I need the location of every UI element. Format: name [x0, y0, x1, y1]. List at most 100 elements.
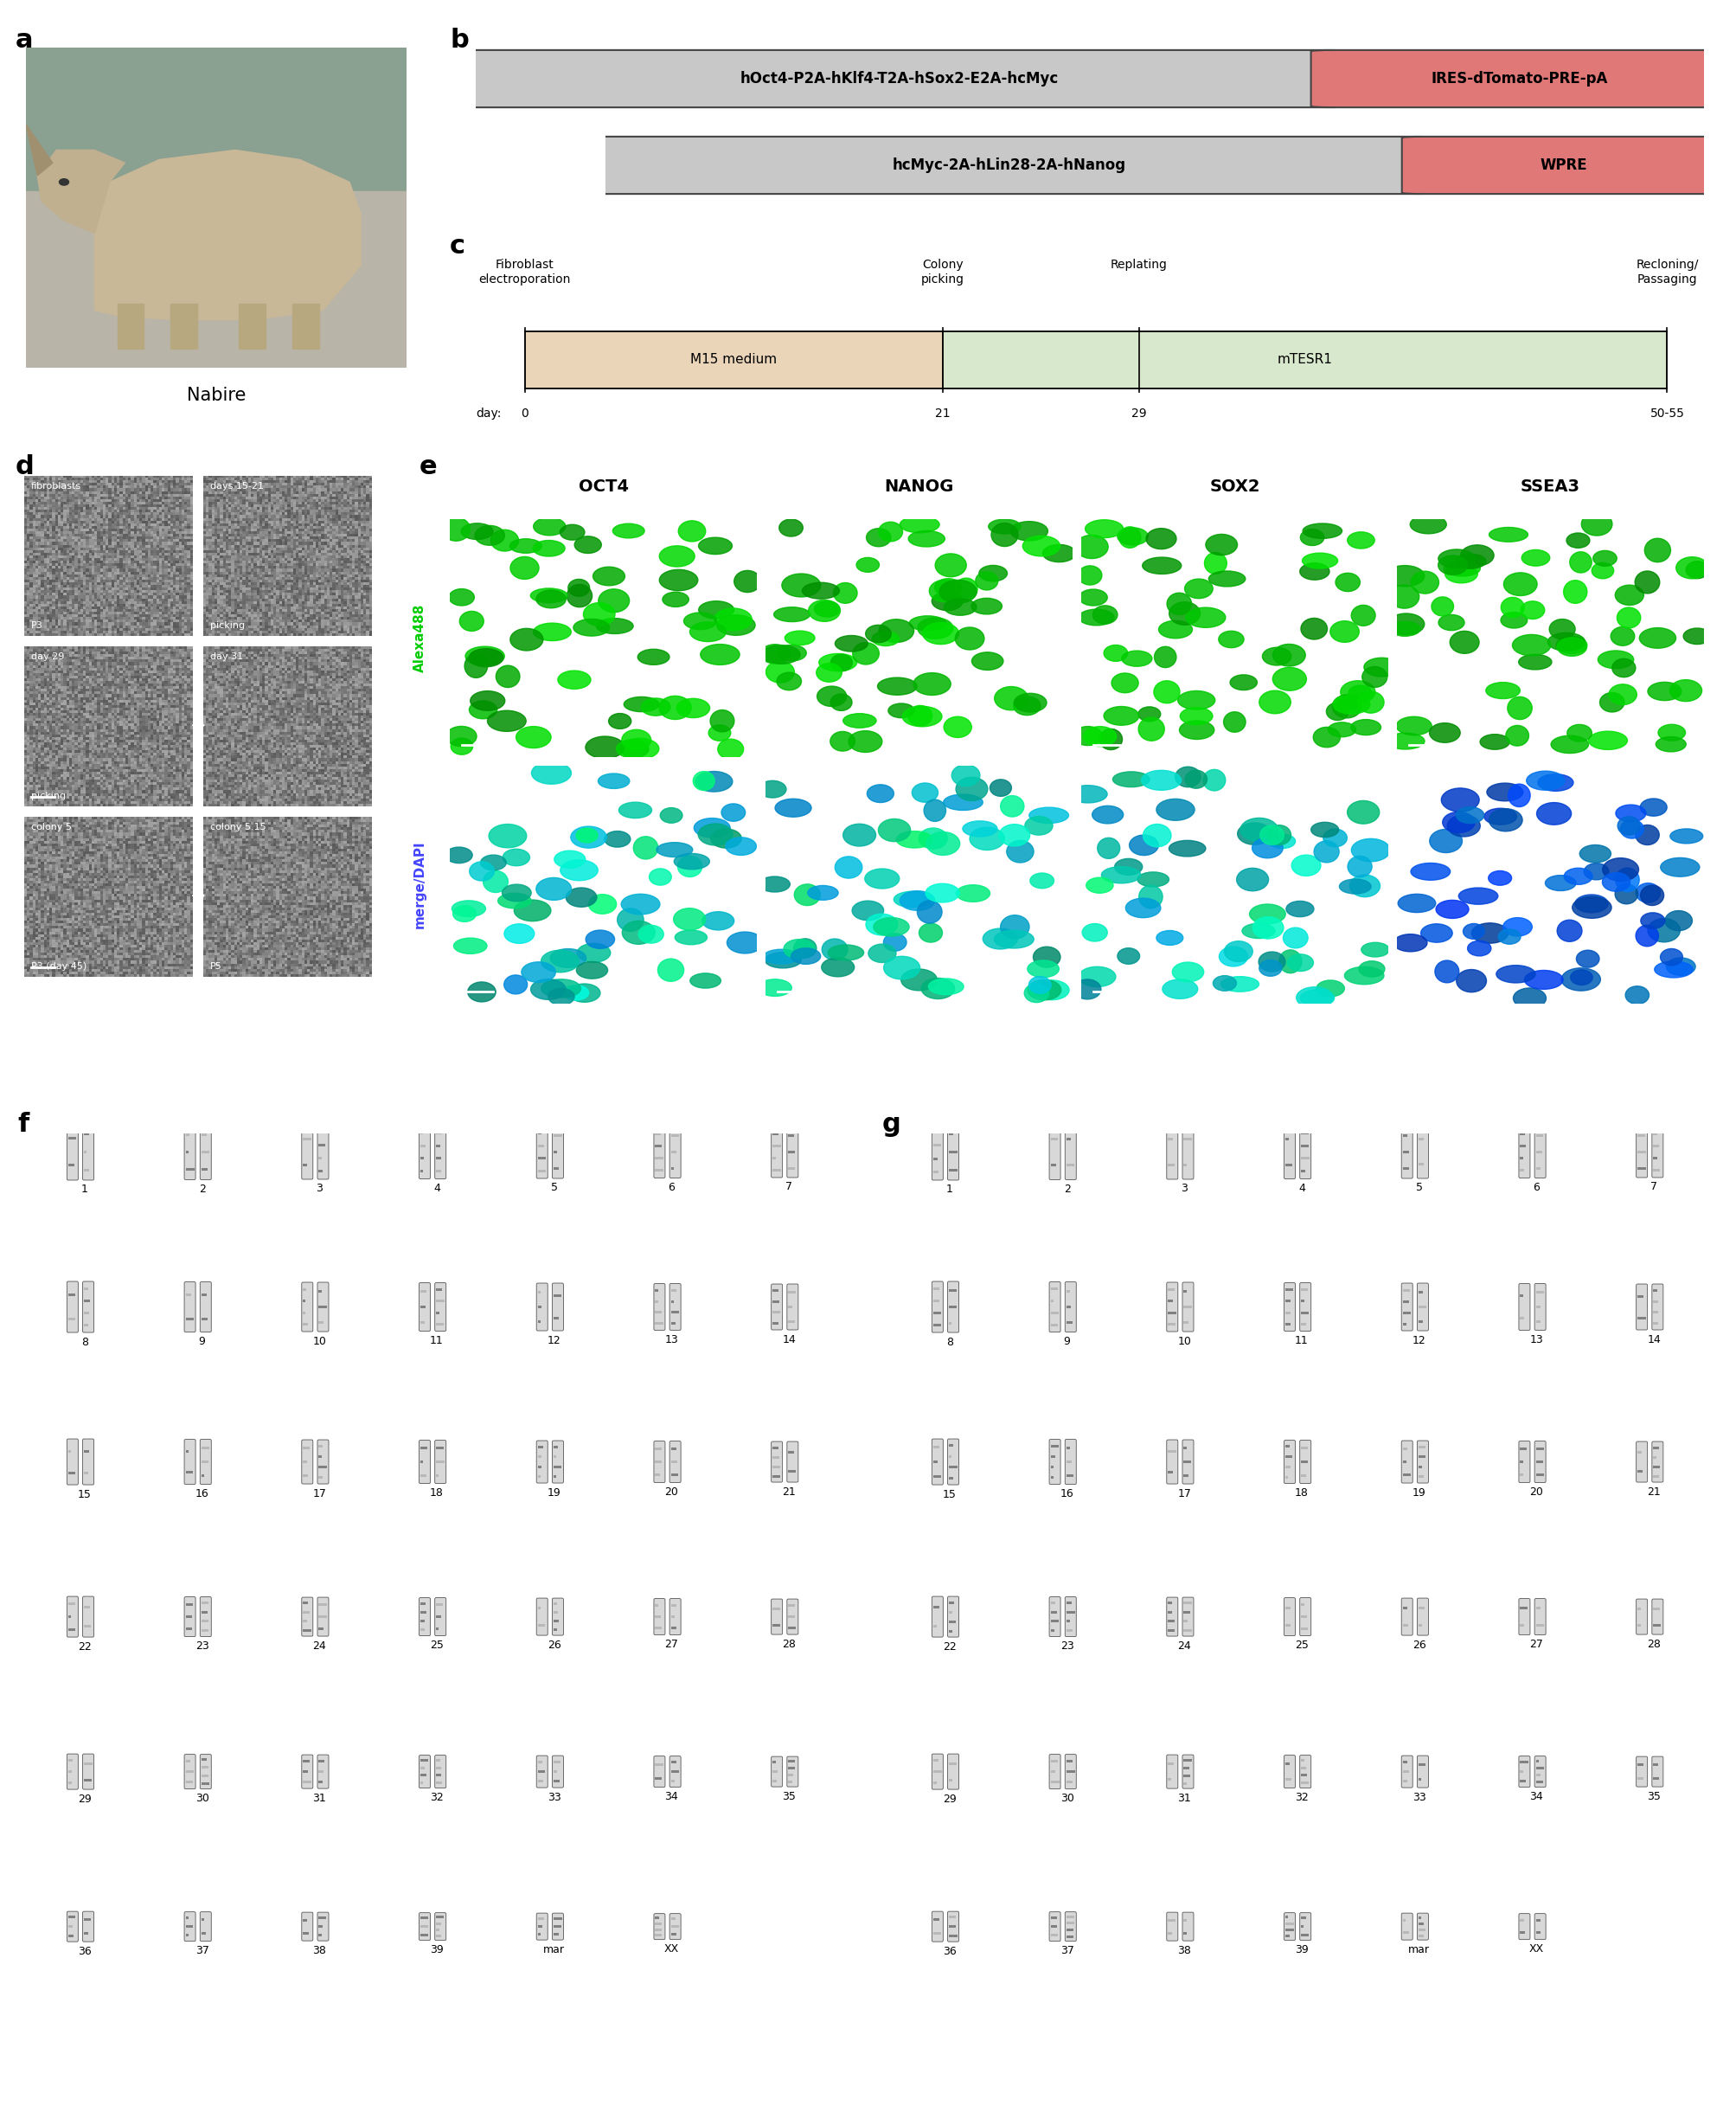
Text: Fibroblast
electroporation: Fibroblast electroporation [479, 260, 571, 285]
Ellipse shape [972, 598, 1002, 615]
Bar [773, 1132, 779, 1134]
Bar [1536, 1447, 1545, 1451]
Text: 26: 26 [547, 1639, 561, 1649]
Bar [554, 1780, 559, 1783]
Bar [1418, 1928, 1425, 1930]
Ellipse shape [1436, 961, 1458, 982]
Bar [1168, 1620, 1175, 1622]
Bar [201, 1918, 205, 1922]
Ellipse shape [1670, 828, 1703, 843]
Ellipse shape [59, 180, 69, 186]
Ellipse shape [1359, 961, 1385, 978]
Text: Nabire: Nabire [187, 386, 247, 403]
Bar [934, 1312, 941, 1314]
Ellipse shape [1524, 969, 1562, 988]
Ellipse shape [1536, 803, 1571, 826]
Bar [554, 1620, 559, 1622]
Ellipse shape [710, 828, 741, 849]
Text: 1: 1 [946, 1185, 953, 1195]
Bar [773, 1607, 781, 1609]
Text: 21: 21 [936, 408, 950, 420]
Ellipse shape [1260, 826, 1285, 845]
Ellipse shape [976, 572, 998, 589]
FancyBboxPatch shape [1535, 1913, 1545, 1939]
Text: day:: day: [476, 408, 502, 420]
Ellipse shape [889, 703, 915, 718]
Polygon shape [94, 150, 361, 319]
Bar [1066, 1305, 1071, 1307]
Ellipse shape [1029, 807, 1069, 824]
Bar [1536, 1151, 1543, 1153]
Ellipse shape [779, 520, 804, 536]
Bar [1050, 1466, 1054, 1468]
FancyBboxPatch shape [434, 1913, 446, 1941]
FancyBboxPatch shape [1064, 1440, 1076, 1485]
Ellipse shape [1073, 980, 1101, 999]
Ellipse shape [1519, 655, 1552, 670]
Ellipse shape [1583, 864, 1609, 881]
Bar [68, 1472, 75, 1474]
Text: 33: 33 [1413, 1791, 1425, 1804]
Ellipse shape [1420, 923, 1453, 942]
Bar [1050, 1324, 1057, 1326]
Bar [319, 1157, 323, 1159]
Ellipse shape [828, 944, 865, 961]
Bar [201, 1474, 205, 1476]
FancyBboxPatch shape [68, 1911, 78, 1941]
FancyBboxPatch shape [932, 1282, 943, 1333]
Bar [1184, 1138, 1193, 1140]
Bar [201, 1168, 208, 1170]
Ellipse shape [1467, 940, 1491, 957]
Ellipse shape [835, 636, 868, 653]
FancyBboxPatch shape [786, 1757, 799, 1787]
Ellipse shape [1328, 722, 1356, 737]
Ellipse shape [1010, 522, 1049, 541]
Ellipse shape [1302, 553, 1338, 568]
Bar [186, 1318, 194, 1320]
Text: 21: 21 [1647, 1487, 1661, 1497]
Text: Recloning/
Passaging: Recloning/ Passaging [1635, 260, 1698, 285]
Ellipse shape [1507, 697, 1533, 720]
Bar [670, 1462, 677, 1464]
Bar [1536, 1168, 1540, 1170]
Bar [186, 1926, 193, 1928]
Bar [1285, 1445, 1290, 1449]
FancyBboxPatch shape [1049, 1124, 1061, 1181]
Ellipse shape [1437, 555, 1467, 574]
Ellipse shape [835, 857, 863, 879]
Text: e: e [420, 454, 437, 479]
Ellipse shape [1455, 553, 1486, 568]
Ellipse shape [1154, 646, 1177, 667]
Bar [201, 1774, 208, 1776]
Ellipse shape [637, 648, 670, 665]
FancyBboxPatch shape [1519, 1755, 1529, 1787]
Bar [304, 1780, 311, 1783]
Ellipse shape [460, 610, 484, 631]
Bar [654, 1132, 661, 1134]
Ellipse shape [585, 737, 625, 758]
Bar [1637, 1295, 1644, 1297]
Ellipse shape [1297, 986, 1333, 1007]
Ellipse shape [1396, 716, 1432, 735]
Bar [319, 1290, 321, 1293]
Bar [1521, 1447, 1528, 1451]
Ellipse shape [562, 984, 589, 1001]
Ellipse shape [677, 855, 701, 876]
Bar [436, 1474, 439, 1476]
Bar [83, 1918, 90, 1922]
Ellipse shape [1509, 784, 1529, 807]
Bar [654, 1322, 663, 1324]
FancyBboxPatch shape [1653, 1442, 1663, 1483]
FancyBboxPatch shape [1167, 1126, 1179, 1178]
FancyBboxPatch shape [786, 1126, 799, 1178]
Bar [950, 1290, 957, 1293]
Ellipse shape [503, 923, 535, 944]
FancyBboxPatch shape [200, 1124, 212, 1181]
Ellipse shape [1641, 885, 1663, 906]
Bar [319, 1770, 325, 1772]
Text: 18: 18 [1295, 1487, 1309, 1500]
Text: 17: 17 [312, 1487, 326, 1500]
Bar [436, 1170, 441, 1172]
Bar [538, 1290, 542, 1293]
Ellipse shape [1269, 834, 1295, 849]
